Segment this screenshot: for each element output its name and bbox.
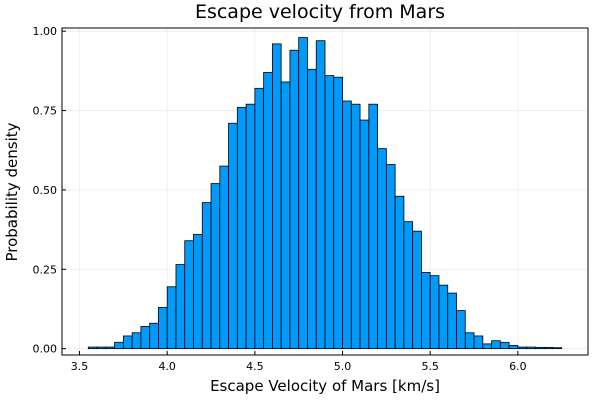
histogram-bar xyxy=(438,284,449,350)
histogram-bar xyxy=(280,81,291,350)
histogram-bar xyxy=(131,332,142,350)
histogram-bar xyxy=(394,195,405,350)
x-tick-label: 6.0 xyxy=(509,360,527,373)
histogram-bar xyxy=(473,335,484,350)
y-tick-label: 0.00 xyxy=(33,343,58,356)
histogram-bar xyxy=(175,264,186,350)
histogram-bar xyxy=(333,76,343,350)
x-tick-label: 5.5 xyxy=(421,360,439,373)
histogram-bar xyxy=(193,233,203,350)
histogram-bar xyxy=(552,347,563,350)
histogram-bar xyxy=(499,341,510,350)
histogram-bar xyxy=(122,335,133,350)
histogram-bar xyxy=(482,343,492,350)
y-tick-label: 0.50 xyxy=(33,184,58,197)
histogram-bar xyxy=(298,37,308,350)
y-tick-label: 0.75 xyxy=(33,105,58,118)
histogram-bar xyxy=(508,345,519,350)
histogram-bar xyxy=(464,332,475,350)
y-tick-label: 0.25 xyxy=(33,263,58,276)
histogram-bar xyxy=(236,106,247,350)
y-tick-label: 1.00 xyxy=(33,25,58,38)
x-tick-label: 3.5 xyxy=(71,360,89,373)
axis-ticks: 3.5 4.0 4.5 5.0 5.5 6.0 0.00 0.25 0.50 0.75 1.00 xyxy=(33,25,588,373)
histogram-bar xyxy=(149,322,159,350)
histogram-bar xyxy=(526,346,536,350)
x-tick-label: 4.5 xyxy=(246,360,264,373)
histogram-bar xyxy=(447,292,457,350)
histogram-bar xyxy=(140,326,151,350)
histogram-bar xyxy=(166,286,177,350)
histogram-bar xyxy=(403,221,414,350)
histogram-bar xyxy=(210,183,221,350)
histogram-bar xyxy=(289,49,300,350)
histogram-bar xyxy=(429,275,440,350)
histogram-bar xyxy=(491,340,501,350)
histogram-bar xyxy=(535,346,545,350)
histogram-bar xyxy=(114,341,124,350)
x-axis-label: Escape Velocity of Mars [km/s] xyxy=(210,377,440,395)
histogram-bar xyxy=(315,40,326,350)
histogram-bar xyxy=(254,87,265,350)
histogram-bar xyxy=(543,346,554,350)
histogram-bar xyxy=(517,346,528,350)
x-tick-label: 5.0 xyxy=(334,360,352,373)
histogram-bar xyxy=(87,346,98,350)
histogram-bar xyxy=(350,103,361,350)
histogram-bar xyxy=(377,148,387,350)
histogram-bar xyxy=(342,100,352,350)
histogram-bar xyxy=(219,165,229,350)
histogram-bar xyxy=(385,164,396,350)
histogram-bar xyxy=(421,272,431,350)
x-tick-label: 4.0 xyxy=(158,360,176,373)
histogram-bar xyxy=(307,68,317,350)
histogram-bar xyxy=(456,310,466,350)
histogram-bar xyxy=(263,72,273,350)
histogram-bar xyxy=(359,119,370,350)
histogram-bar xyxy=(201,202,212,350)
chart-title: Escape velocity from Mars xyxy=(195,1,445,23)
histogram-bar xyxy=(184,240,194,350)
histogram-bar xyxy=(105,346,116,350)
y-axis-label: Probability density xyxy=(3,122,21,261)
histogram-bar xyxy=(158,306,168,350)
histogram-bar xyxy=(245,103,256,350)
histogram-bar xyxy=(324,75,335,350)
histogram-bar xyxy=(228,122,238,350)
histogram-bar xyxy=(271,43,282,350)
histogram-bar xyxy=(96,346,107,350)
histogram-bar xyxy=(368,103,379,350)
histogram-bars xyxy=(87,37,563,350)
histogram-bar xyxy=(412,230,422,350)
